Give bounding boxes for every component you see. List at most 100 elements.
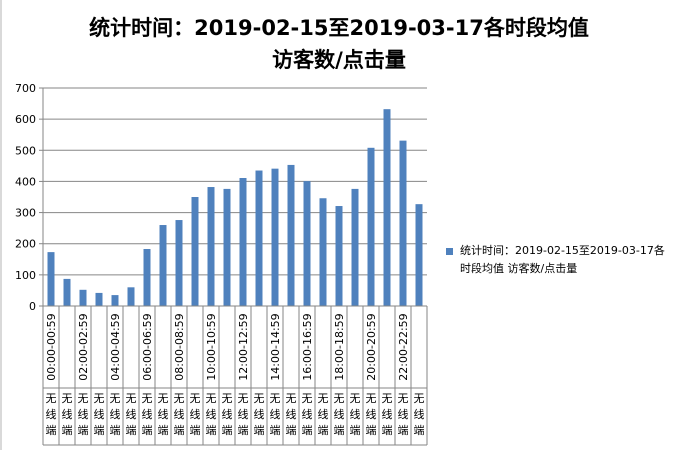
x-tick-label: 04:00-04:59 <box>109 313 122 380</box>
x-sub-label: 无 <box>142 392 153 405</box>
bar <box>399 140 407 306</box>
x-sub-label: 无 <box>318 392 329 405</box>
bar <box>191 197 199 306</box>
x-tick-label: 06:00-06:59 <box>141 313 154 380</box>
x-sub-label: 无 <box>398 392 409 405</box>
bar <box>335 206 343 306</box>
x-sub-label: 端 <box>206 424 217 437</box>
x-sub-label: 端 <box>190 424 201 437</box>
x-sub-label: 无 <box>206 392 217 405</box>
x-sub-label: 无 <box>238 392 249 405</box>
x-sub-label: 线 <box>414 407 425 421</box>
x-sub-label: 线 <box>126 407 137 421</box>
x-sub-label: 无 <box>94 392 105 405</box>
bar <box>303 181 311 306</box>
x-sub-label: 端 <box>238 424 249 437</box>
x-sub-label: 线 <box>318 407 329 421</box>
y-tick-label: 400 <box>15 175 36 188</box>
x-sub-label: 线 <box>46 407 57 421</box>
bar <box>415 204 423 306</box>
x-sub-label: 端 <box>350 424 361 437</box>
x-sub-label: 无 <box>334 392 345 405</box>
x-sub-label: 线 <box>366 407 377 421</box>
x-sub-label: 端 <box>398 424 409 437</box>
x-tick-label: 16:00-16:59 <box>301 313 314 380</box>
x-sub-label: 无 <box>222 392 233 405</box>
axes <box>39 87 428 446</box>
x-sub-label: 线 <box>254 407 265 421</box>
x-sub-label: 端 <box>110 424 121 437</box>
bar <box>207 187 215 306</box>
x-sub-label: 无 <box>174 392 185 405</box>
y-tick-labels: 0 100 200 300 400 500 600 700 <box>15 82 36 313</box>
x-sub-label: 线 <box>270 407 281 421</box>
x-sub-label: 线 <box>142 407 153 421</box>
bar <box>95 292 103 306</box>
gridlines <box>43 87 427 276</box>
x-sub-label: 无 <box>190 392 201 405</box>
x-sub-label: 线 <box>286 407 297 421</box>
x-sub-label: 线 <box>78 407 89 421</box>
x-sub-label: 无 <box>126 392 137 405</box>
x-sub-label: 端 <box>254 424 265 437</box>
x-tick-label: 20:00-20:59 <box>365 313 378 380</box>
chart-title-line-2: 访客数/点击量 <box>272 48 406 72</box>
x-sub-label: 线 <box>350 407 361 421</box>
x-tick-label: 14:00-14:59 <box>269 313 282 380</box>
x-sub-label: 端 <box>302 424 313 437</box>
x-tick-label: 12:00-12:59 <box>237 313 250 380</box>
x-sub-label: 端 <box>158 424 169 437</box>
x-sub-label: 线 <box>62 407 73 421</box>
x-sub-label: 端 <box>334 424 345 437</box>
x-sub-label: 无 <box>350 392 361 405</box>
x-sub-label: 端 <box>382 424 393 437</box>
bar <box>159 225 167 306</box>
x-tick-label: 18:00-18:59 <box>333 313 346 380</box>
bar <box>255 170 263 306</box>
bar <box>223 188 231 306</box>
x-sub-label: 端 <box>62 424 73 437</box>
bar <box>111 295 119 306</box>
x-sub-label: 无 <box>382 392 393 405</box>
x-sub-label: 端 <box>270 424 281 437</box>
y-tick-label: 300 <box>15 207 36 220</box>
x-sub-label: 端 <box>318 424 329 437</box>
x-sub-label: 线 <box>382 407 393 421</box>
x-sub-label: 线 <box>190 407 201 421</box>
x-sub-label: 线 <box>110 407 121 421</box>
x-sub-label: 无 <box>366 392 377 405</box>
x-sub-label: 端 <box>286 424 297 437</box>
bar <box>63 278 71 306</box>
bar <box>367 147 375 306</box>
bar <box>271 168 279 306</box>
bar <box>383 109 391 306</box>
x-sub-label: 线 <box>94 407 105 421</box>
legend-swatch <box>446 248 453 255</box>
x-sub-label: 无 <box>414 392 425 405</box>
x-sub-label: 线 <box>238 407 249 421</box>
x-sub-label: 无 <box>62 392 73 405</box>
x-sub-label: 端 <box>126 424 137 437</box>
x-sub-label: 线 <box>222 407 233 421</box>
bar <box>127 287 135 306</box>
x-sub-label: 无 <box>286 392 297 405</box>
x-sub-label: 端 <box>46 424 57 437</box>
x-sub-label: 无 <box>46 392 57 405</box>
bar <box>239 178 247 306</box>
window-left-edge <box>0 0 2 450</box>
x-sub-label: 线 <box>158 407 169 421</box>
bar <box>175 220 183 306</box>
bar <box>79 289 87 306</box>
y-tick-label: 700 <box>15 82 36 95</box>
x-sub-label: 无 <box>78 392 89 405</box>
x-sub-label: 线 <box>174 407 185 421</box>
x-tick-label: 22:00-22:59 <box>397 313 410 380</box>
y-tick-label: 500 <box>15 144 36 157</box>
x-sub-label: 线 <box>398 407 409 421</box>
bar <box>319 198 327 306</box>
bar <box>143 249 151 306</box>
bar <box>287 164 295 306</box>
x-sub-label: 端 <box>414 424 425 437</box>
